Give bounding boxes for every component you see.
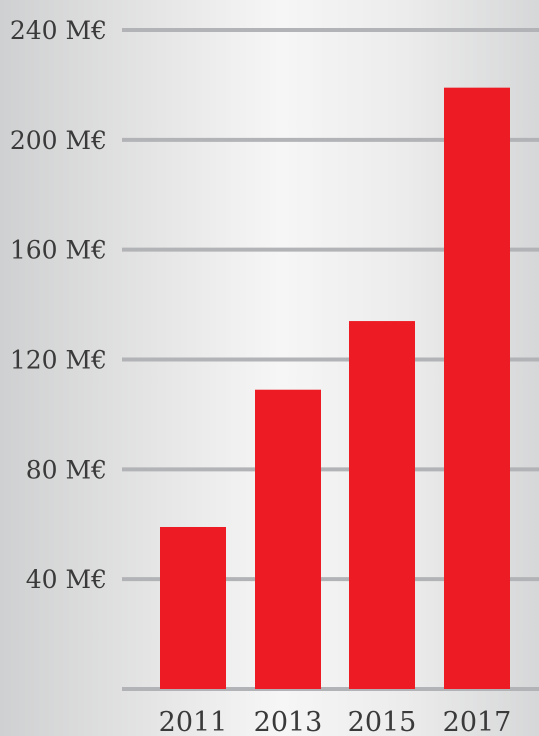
bars <box>160 87 510 690</box>
x-tick-label: 2013 <box>254 707 323 736</box>
y-tick-label: 80 M€ <box>26 455 107 484</box>
bar-2017 <box>444 87 510 690</box>
y-tick-label: 120 M€ <box>10 346 107 375</box>
y-tick-label: 200 M€ <box>10 126 107 155</box>
y-axis-tick-labels: 40 M€ 80 M€ 120 M€ 160 M€ 200 M€ 240 M€ <box>10 16 107 594</box>
x-tick-label: 2017 <box>443 707 512 736</box>
y-tick-label: 240 M€ <box>10 16 107 45</box>
bar-2015 <box>349 321 415 689</box>
x-axis-category-labels: 2011 2013 2015 2017 <box>159 707 512 736</box>
x-tick-label: 2015 <box>348 707 417 736</box>
bar-2011 <box>160 526 226 689</box>
y-tick-label: 40 M€ <box>26 565 107 594</box>
bar-2013 <box>255 389 321 689</box>
y-tick-label: 160 M€ <box>10 236 107 265</box>
x-tick-label: 2011 <box>159 707 228 736</box>
